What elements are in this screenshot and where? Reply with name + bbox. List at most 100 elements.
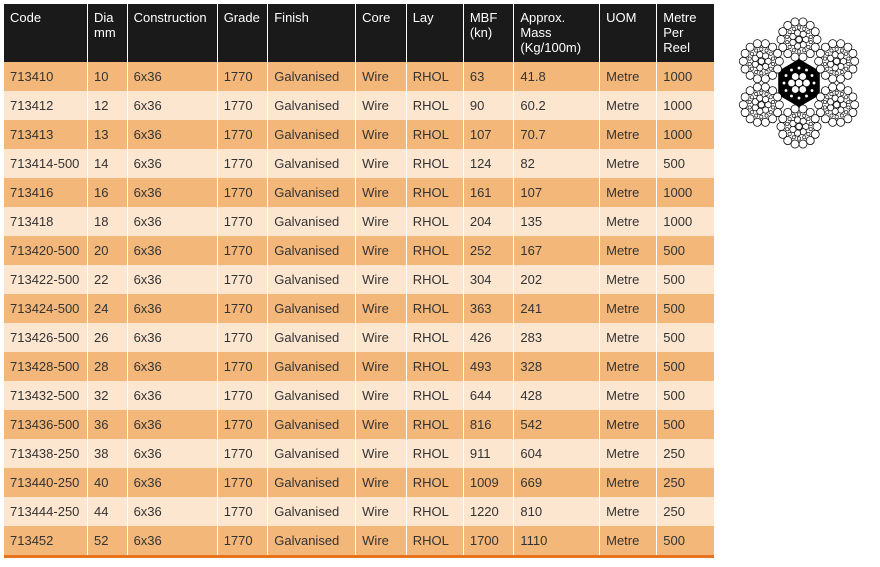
cell-grade: 1770 bbox=[217, 410, 268, 439]
cell-dia: 14 bbox=[88, 149, 128, 178]
cell-dia: 26 bbox=[88, 323, 128, 352]
cell-dia: 20 bbox=[88, 236, 128, 265]
table-row: 713436-500366x361770GalvanisedWireRHOL81… bbox=[4, 410, 714, 439]
table-row: 713452526x361770GalvanisedWireRHOL170011… bbox=[4, 526, 714, 555]
cell-finish: Galvanised bbox=[268, 236, 356, 265]
cell-mbf: 204 bbox=[463, 207, 514, 236]
cell-lay: RHOL bbox=[406, 178, 463, 207]
cell-mpr: 250 bbox=[657, 468, 714, 497]
cell-lay: RHOL bbox=[406, 381, 463, 410]
cell-code: 713418 bbox=[4, 207, 88, 236]
cell-finish: Galvanised bbox=[268, 207, 356, 236]
cell-mpr: 500 bbox=[657, 410, 714, 439]
cell-core: Wire bbox=[356, 439, 407, 468]
cell-uom: Metre bbox=[600, 62, 657, 91]
cell-construction: 6x36 bbox=[127, 149, 217, 178]
cell-finish: Galvanised bbox=[268, 265, 356, 294]
cell-mass: 202 bbox=[514, 265, 600, 294]
cell-core: Wire bbox=[356, 468, 407, 497]
cell-construction: 6x36 bbox=[127, 497, 217, 526]
cell-mpr: 1000 bbox=[657, 91, 714, 120]
cell-grade: 1770 bbox=[217, 439, 268, 468]
cell-mbf: 1700 bbox=[463, 526, 514, 555]
cell-finish: Galvanised bbox=[268, 381, 356, 410]
cell-finish: Galvanised bbox=[268, 294, 356, 323]
cell-code: 713413 bbox=[4, 120, 88, 149]
cell-lay: RHOL bbox=[406, 323, 463, 352]
cell-finish: Galvanised bbox=[268, 62, 356, 91]
cell-mbf: 304 bbox=[463, 265, 514, 294]
cell-core: Wire bbox=[356, 410, 407, 439]
cell-core: Wire bbox=[356, 323, 407, 352]
col-code: Code bbox=[4, 4, 88, 62]
cell-code: 713410 bbox=[4, 62, 88, 91]
cell-dia: 44 bbox=[88, 497, 128, 526]
cell-mpr: 500 bbox=[657, 294, 714, 323]
cell-core: Wire bbox=[356, 178, 407, 207]
table-row: 713412126x361770GalvanisedWireRHOL9060.2… bbox=[4, 91, 714, 120]
cell-lay: RHOL bbox=[406, 410, 463, 439]
cell-construction: 6x36 bbox=[127, 323, 217, 352]
cell-core: Wire bbox=[356, 352, 407, 381]
cell-grade: 1770 bbox=[217, 497, 268, 526]
cell-mpr: 500 bbox=[657, 526, 714, 555]
table-row: 713438-250386x361770GalvanisedWireRHOL91… bbox=[4, 439, 714, 468]
cell-mass: 41.8 bbox=[514, 62, 600, 91]
cell-construction: 6x36 bbox=[127, 526, 217, 555]
table-header-row: CodeDia mmConstructionGradeFinishCoreLay… bbox=[4, 4, 714, 62]
cell-code: 713452 bbox=[4, 526, 88, 555]
cell-construction: 6x36 bbox=[127, 265, 217, 294]
cell-finish: Galvanised bbox=[268, 323, 356, 352]
cell-uom: Metre bbox=[600, 468, 657, 497]
cell-dia: 24 bbox=[88, 294, 128, 323]
cell-core: Wire bbox=[356, 265, 407, 294]
cell-grade: 1770 bbox=[217, 265, 268, 294]
cell-mbf: 252 bbox=[463, 236, 514, 265]
cell-dia: 10 bbox=[88, 62, 128, 91]
cell-dia: 18 bbox=[88, 207, 128, 236]
cell-mbf: 644 bbox=[463, 381, 514, 410]
cell-construction: 6x36 bbox=[127, 207, 217, 236]
cell-uom: Metre bbox=[600, 410, 657, 439]
cell-grade: 1770 bbox=[217, 294, 268, 323]
cell-grade: 1770 bbox=[217, 323, 268, 352]
cell-construction: 6x36 bbox=[127, 381, 217, 410]
cell-mbf: 911 bbox=[463, 439, 514, 468]
cell-uom: Metre bbox=[600, 497, 657, 526]
cell-core: Wire bbox=[356, 497, 407, 526]
cell-code: 713436-500 bbox=[4, 410, 88, 439]
table-bottom-rule bbox=[4, 555, 714, 558]
cell-core: Wire bbox=[356, 236, 407, 265]
cell-mbf: 161 bbox=[463, 178, 514, 207]
table-row: 713424-500246x361770GalvanisedWireRHOL36… bbox=[4, 294, 714, 323]
cell-mass: 669 bbox=[514, 468, 600, 497]
cell-code: 713440-250 bbox=[4, 468, 88, 497]
table-row: 713416166x361770GalvanisedWireRHOL161107… bbox=[4, 178, 714, 207]
cell-construction: 6x36 bbox=[127, 62, 217, 91]
cell-mpr: 500 bbox=[657, 323, 714, 352]
cell-mass: 542 bbox=[514, 410, 600, 439]
cell-mbf: 107 bbox=[463, 120, 514, 149]
cell-uom: Metre bbox=[600, 236, 657, 265]
cell-lay: RHOL bbox=[406, 352, 463, 381]
col-mass: Approx. Mass (Kg/100m) bbox=[514, 4, 600, 62]
cell-mbf: 363 bbox=[463, 294, 514, 323]
cell-core: Wire bbox=[356, 91, 407, 120]
cell-code: 713414-500 bbox=[4, 149, 88, 178]
cell-uom: Metre bbox=[600, 178, 657, 207]
cell-grade: 1770 bbox=[217, 526, 268, 555]
cell-construction: 6x36 bbox=[127, 352, 217, 381]
table-row: 713426-500266x361770GalvanisedWireRHOL42… bbox=[4, 323, 714, 352]
cell-mass: 283 bbox=[514, 323, 600, 352]
cell-construction: 6x36 bbox=[127, 91, 217, 120]
cell-code: 713412 bbox=[4, 91, 88, 120]
col-mbf: MBF (kn) bbox=[463, 4, 514, 62]
cell-grade: 1770 bbox=[217, 352, 268, 381]
cell-grade: 1770 bbox=[217, 149, 268, 178]
table-row: 713428-500286x361770GalvanisedWireRHOL49… bbox=[4, 352, 714, 381]
cell-uom: Metre bbox=[600, 381, 657, 410]
table-row: 713413136x361770GalvanisedWireRHOL10770.… bbox=[4, 120, 714, 149]
cell-lay: RHOL bbox=[406, 120, 463, 149]
cell-construction: 6x36 bbox=[127, 439, 217, 468]
cell-mbf: 1009 bbox=[463, 468, 514, 497]
